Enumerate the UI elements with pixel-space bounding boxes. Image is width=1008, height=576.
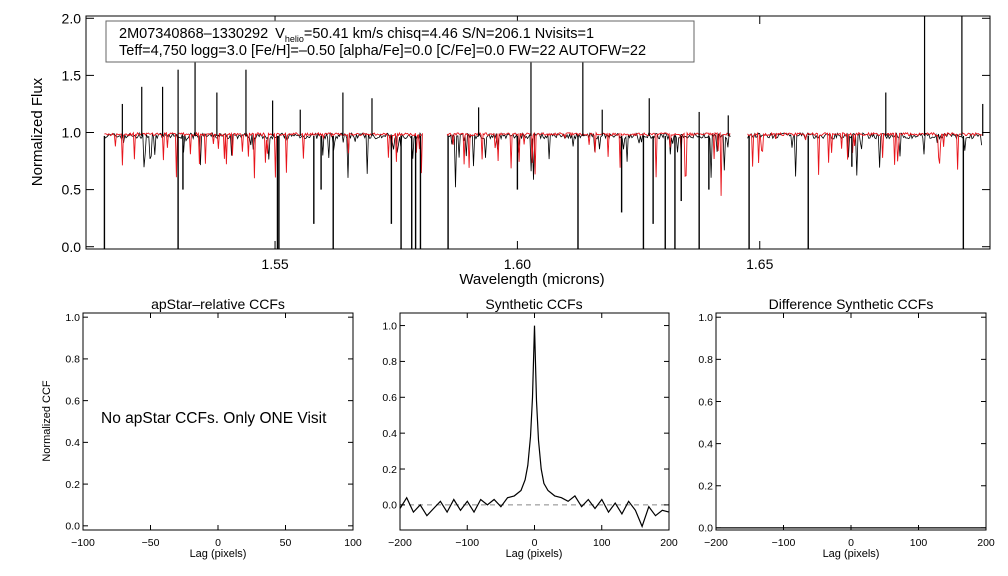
difference-ccf-axis-ticks: −200 −100 0 100 200 0.0 0.2 0.4 0.6 0.8 1.0 [698,312,995,549]
spectrum-x-axis-label: Wavelength (microns) [459,271,604,288]
difference-ccf-y-tick-label: 0.2 [698,481,713,493]
synthetic-ccf-x-tick-label: −200 [388,537,412,549]
difference-ccf-x-tick-label: 100 [910,537,928,549]
spectrum-x-tick-label: 1.55 [261,256,288,272]
synthetic-ccf-axis-ticks: −200 −100 0 100 200 0.0 0.2 0.4 0.6 0.8 1.0 [382,313,678,549]
star-id: 2M07340868–1330292 [119,26,268,42]
synthetic-ccf-x-tick-label: 100 [593,537,611,549]
apstar-ccf-x-tick-label: 50 [280,537,292,549]
synthetic-ccf-y-tick-label: 0.4 [382,428,397,440]
difference-ccf-x-tick-label: −200 [704,537,728,549]
spectrum-x-tick-label: 1.65 [746,256,773,272]
apstar-ccf-x-tick-label: −50 [142,537,160,549]
difference-ccf-y-tick-label: 0.4 [698,438,713,450]
spectrum-header-line-1: 2M07340868–1330292 Vhelio=50.41 km/s chis… [119,26,594,44]
header-velocity-label: V [275,26,285,42]
apstar-ccf-title: apStar–relative CCFs [151,296,285,312]
apstar-ccf-x-axis-label: Lag (pixels) [190,548,247,560]
spectrum-series [103,16,984,249]
spectrum-y-tick-label: 0.5 [62,182,82,198]
synthetic-ccf-y-tick-label: 0.0 [382,500,397,512]
synthetic-ccf-x-axis-label: Lag (pixels) [506,548,563,560]
apstar-ccf-axis-ticks: −100 −50 0 50 100 0.0 0.2 0.4 0.6 0.8 1.0 [65,312,362,549]
observed-spectrum-line [104,131,982,188]
difference-ccf-title: Difference Synthetic CCFs [769,296,934,312]
difference-ccf-x-tick-label: 0 [848,537,854,549]
header-velocity-subscript: helio [285,34,304,44]
difference-ccf-y-tick-label: 0.0 [698,523,713,535]
synthetic-ccf-y-tick-label: 1.0 [382,320,397,332]
difference-ccf-y-tick-label: 1.0 [698,312,713,324]
synthetic-ccf-x-tick-label: 200 [660,537,678,549]
spectrum-header-line-2: Teff=4,750 logg=3.0 [Fe/H]=–0.50 [alpha/… [119,43,646,59]
synthetic-ccf-series [399,325,670,529]
difference-ccf-y-tick-label: 0.8 [698,354,713,366]
difference-ccf-plot-frame [715,312,987,531]
spectrum-y-tick-label: 1.5 [62,67,82,83]
spectrum-y-tick-label: 0.0 [62,239,82,255]
apstar-ccf-x-tick-label: 100 [344,537,362,549]
synthetic-ccf-title: Synthetic CCFs [485,296,582,312]
no-ccf-annotation: No apStar CCFs. Only ONE Visit [101,410,327,427]
synthetic-ccf-panel: −200 −100 0 100 200 0.0 0.2 0.4 0.6 0.8 1.0 Synthe… [382,296,678,560]
difference-ccf-x-axis-label: Lag (pixels) [823,548,880,560]
spectrum-y-axis-label: Normalized Flux [29,77,46,186]
difference-ccf-panel: −200 −100 0 100 200 0.0 0.2 0.4 0.6 0.8 1.0 Differ… [698,296,995,560]
apstar-ccf-x-tick-label: −100 [71,537,95,549]
apstar-ccf-y-tick-label: 0.6 [65,395,80,407]
difference-ccf-x-tick-label: −100 [772,537,796,549]
spectrum-axis-ticks: 1.55 1.60 1.65 0.0 0.5 1.0 1.5 2.0 [62,10,990,272]
apstar-ccf-y-tick-label: 0.8 [65,354,80,366]
synthetic-ccf-y-tick-label: 0.2 [382,464,397,476]
header-velocity-values: =50.41 km/s chisq=4.46 S/N=206.1 Nvisits… [304,26,594,42]
spectrum-y-tick-label: 2.0 [62,10,82,26]
synthetic-ccf-x-tick-label: −100 [455,537,479,549]
apstar-ccf-x-tick-label: 0 [215,537,221,549]
apstar-ccf-y-tick-label: 0.4 [65,437,80,449]
synthetic-ccf-y-tick-label: 0.8 [382,356,397,368]
apstar-ccf-y-tick-label: 1.0 [65,312,80,324]
apstar-ccf-y-tick-label: 0.0 [65,521,80,533]
apstar-ccf-y-tick-label: 0.2 [65,479,80,491]
synthetic-ccf-line [399,325,670,529]
spectrum-x-tick-label: 1.60 [504,256,531,272]
difference-ccf-y-tick-label: 0.6 [698,396,713,408]
spectrum-y-tick-label: 1.0 [62,125,82,141]
synthetic-ccf-x-tick-label: 0 [532,537,538,549]
model-spectrum-line [104,131,983,196]
spectrum-panel: 1.55 1.60 1.65 0.0 0.5 1.0 1.5 2.0 Wavelength (… [29,10,991,288]
difference-ccf-x-tick-label: 200 [977,537,995,549]
apstar-ccf-y-axis-label: Normalized CCF [41,380,53,462]
apstar-ccf-panel: −100 −50 0 50 100 0.0 0.2 0.4 0.6 0.8 1.0 apStar–r… [41,296,362,560]
spectrum-header-box [105,20,695,63]
synthetic-ccf-y-tick-label: 0.6 [382,392,397,404]
